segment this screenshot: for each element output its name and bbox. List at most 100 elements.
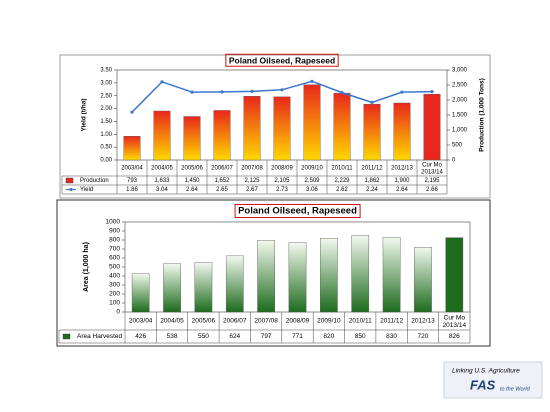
chart-title: Poland Oilseed, Rapeseed [229, 55, 335, 65]
line-marker [430, 90, 434, 94]
y2-tick-label: 2,500 [452, 83, 468, 89]
table-value: 3.04 [156, 187, 168, 193]
y2-tick-label: 0 [452, 158, 456, 164]
x-tick-label: 2008/09 [286, 318, 310, 325]
table-value: 2.24 [366, 187, 378, 193]
table-value: 2.66 [426, 187, 438, 193]
y-tick-label: 1000 [106, 219, 121, 226]
table-value: 1,862 [364, 178, 380, 184]
line-marker [160, 80, 164, 84]
legend-swatch [62, 333, 71, 340]
y-tick-label: 3.50 [100, 68, 112, 74]
x-tick-label: 2003/04 [121, 166, 143, 172]
y-tick-label: 0 [116, 309, 120, 316]
bar [445, 237, 464, 313]
table-value: 3.06 [306, 187, 318, 193]
table-value: 1,652 [214, 178, 230, 184]
y-tick-label: 2.00 [100, 106, 112, 112]
logo: Linking U.S. Agriculture FAS to the Worl… [443, 361, 543, 399]
x-tick-label: 2007/08 [254, 318, 278, 325]
y-axis-label: Area (1,000 ha) [83, 242, 90, 292]
y-tick-label: 0.00 [100, 158, 112, 164]
y-tick-label: 600 [109, 255, 120, 262]
y-tick-label: 0.50 [100, 145, 112, 151]
x-tick-label: 2007/08 [241, 166, 263, 172]
x-tick-label: 2010/11 [331, 166, 353, 172]
table-value: 1.86 [126, 187, 138, 193]
x-tick-label: 2009/10 [317, 318, 341, 325]
x-tick-label: 2006/07 [211, 166, 233, 172]
bar [320, 237, 338, 313]
bar [183, 116, 201, 161]
x-tick-label: 2004/05 [151, 166, 173, 172]
logo-brand: FAS [470, 377, 496, 392]
table-value: 1,450 [184, 178, 200, 184]
line-marker [190, 90, 194, 94]
line-marker [400, 90, 404, 94]
x-tick-label: 2005/06 [181, 166, 203, 172]
y-tick-label: 1.00 [100, 132, 112, 138]
bar [351, 235, 370, 313]
table-value: 2.62 [336, 187, 348, 193]
bar [257, 240, 275, 313]
x-tick-label: 2008/09 [271, 166, 293, 172]
table-value: 1,633 [154, 178, 170, 184]
line-marker [370, 100, 374, 104]
table-value: 2.64 [186, 187, 198, 193]
x-tick-label: 2003/04 [129, 318, 153, 325]
line-marker [280, 88, 284, 92]
y2-tick-label: 1,000 [452, 128, 468, 134]
y2-tick-label: 1,500 [452, 113, 468, 119]
legend-label: Production [80, 178, 109, 184]
logo-text: to the World [500, 386, 531, 392]
table-value: 830 [386, 333, 397, 340]
logo-text: Linking U.S. Agriculture [452, 368, 520, 375]
table-value: 2,509 [304, 178, 320, 184]
table-value: 2,229 [334, 178, 350, 184]
y-tick-label: 400 [109, 273, 120, 280]
x-tick-label: 2012/13 [391, 166, 413, 172]
bar [225, 255, 244, 313]
line-marker [220, 90, 224, 94]
y-tick-label: 800 [109, 237, 120, 244]
y-tick-label: 900 [109, 228, 120, 235]
bar [194, 262, 213, 313]
bar [303, 84, 321, 161]
table-value: 2.65 [216, 187, 228, 193]
bar [333, 92, 351, 161]
y2-tick-label: 2,000 [452, 98, 468, 104]
bar [243, 96, 261, 161]
title-box [234, 204, 361, 219]
bar [131, 273, 150, 313]
y2-axis-label: Production (1,000 Tons) [479, 78, 486, 152]
chart-title: Poland Oilseed, Rapeseed [238, 206, 357, 217]
legend-label: Area Harvested [77, 333, 123, 340]
table-value: 771 [292, 333, 303, 340]
legend-label: Yield [80, 187, 93, 193]
table-value: 720 [418, 333, 429, 340]
line-marker [310, 79, 314, 83]
table-value: 550 [198, 333, 209, 340]
x-tick-label: 2009/10 [301, 166, 323, 172]
y-tick-label: 3.00 [100, 80, 112, 86]
x-tick-label: Cur Mo 2013/14 [421, 162, 443, 175]
table-value: 2.73 [276, 187, 288, 193]
x-tick-label: 2004/05 [160, 318, 184, 325]
bar [288, 242, 307, 313]
y-tick-label: 500 [109, 264, 120, 271]
table-value: 850 [355, 333, 366, 340]
line-marker [250, 89, 254, 93]
y2-tick-label: 3,000 [452, 68, 468, 74]
table-value: 797 [261, 333, 272, 340]
table-value: 2.67 [246, 187, 258, 193]
table-value: 2,105 [274, 178, 290, 184]
bar [363, 103, 381, 161]
table-value: 624 [229, 333, 240, 340]
table-value: 2.64 [396, 187, 408, 193]
table-value: 2,125 [244, 178, 260, 184]
bar [382, 237, 401, 313]
legend-swatch [65, 177, 74, 184]
table-value: 826 [449, 333, 460, 340]
